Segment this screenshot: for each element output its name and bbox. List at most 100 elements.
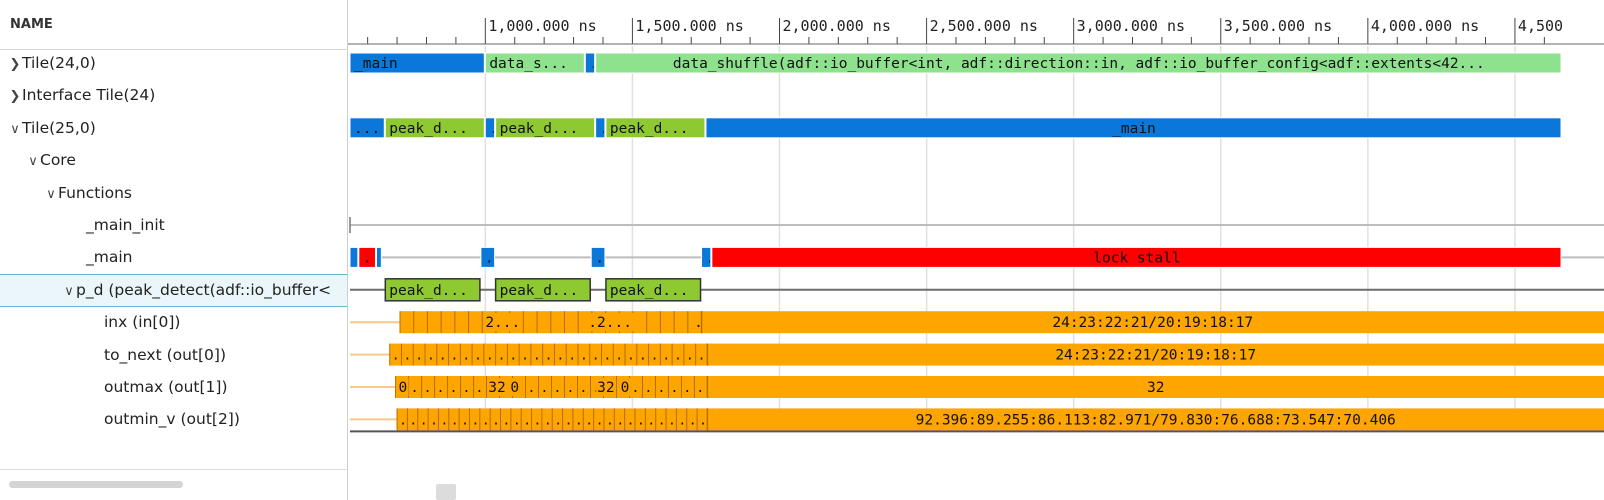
trace-block[interactable] xyxy=(595,117,606,139)
segment-dot[interactable]: . xyxy=(424,381,432,396)
segment-value[interactable]: 0 xyxy=(510,380,519,396)
segment-dot[interactable]: . xyxy=(437,381,445,396)
segment-dot[interactable]: . xyxy=(440,413,448,428)
segment-dot[interactable]: . xyxy=(596,413,604,428)
buffer-segment[interactable] xyxy=(400,311,1604,334)
segment-dot[interactable]: . xyxy=(585,413,593,428)
segment-dot[interactable]: . xyxy=(686,349,694,364)
segment-dot[interactable]: . xyxy=(647,413,655,428)
tree-row[interactable]: ∨ Core xyxy=(0,144,347,177)
name-panel-horizontal-scrollbar[interactable] xyxy=(0,469,347,500)
segment-dot[interactable]: . xyxy=(503,413,511,428)
segment-dot[interactable]: . xyxy=(471,413,479,428)
segment-dot[interactable]: . xyxy=(579,381,587,396)
segment-label-bg[interactable] xyxy=(487,378,508,396)
block-label[interactable]: peak_d... xyxy=(610,121,689,137)
segment-dot[interactable]: . xyxy=(411,381,419,396)
tree-row[interactable]: ∨ Functions xyxy=(0,177,347,210)
tree-row[interactable]: ∨ Tile(25,0) xyxy=(0,112,347,145)
segment-value[interactable]: 2... xyxy=(485,315,520,331)
segment-value[interactable]: 32 xyxy=(488,380,505,396)
segment-value[interactable]: 0 xyxy=(399,380,408,396)
segment-dot[interactable]: . xyxy=(580,349,588,364)
tree-row[interactable]: outmin_v (out[2]) xyxy=(0,403,347,436)
segment-dot[interactable]: . xyxy=(409,413,417,428)
segment-dot[interactable]: . xyxy=(662,349,670,364)
block-label[interactable]: _main xyxy=(1112,121,1156,137)
segment-dot[interactable]: . xyxy=(498,349,506,364)
block-label[interactable]: peak_d... xyxy=(389,283,468,299)
segment-value[interactable]: 0 xyxy=(621,380,630,396)
segment-dot[interactable]: . xyxy=(492,413,500,428)
block-label[interactable]: data_shuffle(adf::io_buffer<int, adf::di… xyxy=(673,56,1485,72)
segment-dot[interactable]: . xyxy=(544,413,552,428)
segment-dot[interactable]: . xyxy=(534,413,542,428)
segment-dot[interactable]: . xyxy=(567,381,575,396)
segment-dot[interactable]: . xyxy=(689,413,697,428)
segment-dot[interactable]: . xyxy=(403,349,411,364)
scrollbar-thumb[interactable] xyxy=(9,481,183,488)
block-label[interactable]: lock stall xyxy=(1093,250,1180,266)
trace-block[interactable] xyxy=(384,278,481,302)
segment-dot[interactable]: . xyxy=(528,381,536,396)
trace-block[interactable] xyxy=(605,117,706,139)
segment-dot[interactable]: . xyxy=(523,413,531,428)
buffer-segment[interactable] xyxy=(395,376,1604,398)
segment-dot[interactable]: . xyxy=(616,413,624,428)
segment-dot[interactable]: . xyxy=(451,413,459,428)
segment-dot[interactable]: . xyxy=(639,349,647,364)
tree-row[interactable]: to_next (out[0]) xyxy=(0,339,347,372)
block-label[interactable]: . xyxy=(706,250,715,266)
chevron-down-icon[interactable]: ∨ xyxy=(64,283,74,299)
segment-dot[interactable]: . xyxy=(568,349,576,364)
segment-dot[interactable]: . xyxy=(521,349,529,364)
block-label[interactable]: . xyxy=(489,121,498,137)
buffer-segment[interactable] xyxy=(389,343,1604,366)
segment-dot[interactable]: . xyxy=(657,381,665,396)
segment-dot[interactable]: . xyxy=(486,349,494,364)
segment-value[interactable]: 32 xyxy=(597,380,614,396)
block-label[interactable]: _main xyxy=(354,56,398,72)
trace-block[interactable] xyxy=(375,246,382,268)
buffer-segment[interactable] xyxy=(397,408,1604,431)
block-label[interactable]: ... xyxy=(354,121,380,137)
segment-dot[interactable]: . xyxy=(604,349,612,364)
trace-block[interactable] xyxy=(711,246,1562,268)
segment-label-bg[interactable] xyxy=(596,378,617,396)
segment-dot[interactable]: . xyxy=(509,349,517,364)
block-label[interactable]: peak_d... xyxy=(500,121,579,137)
trace-block[interactable] xyxy=(349,52,485,74)
trace-block[interactable] xyxy=(705,117,1562,139)
segment-label-bg[interactable] xyxy=(587,313,635,332)
segment-value[interactable]: . xyxy=(694,315,703,331)
timeline-view[interactable]: 1,000.000 ns 1,500.000 ns 2,000.000 ns 2,50… xyxy=(348,0,1604,500)
segment-dot[interactable]: . xyxy=(606,413,614,428)
chevron-right-icon[interactable]: ❯ xyxy=(9,89,21,105)
tree-row[interactable]: inx (in[0]) xyxy=(0,306,347,339)
tree-row[interactable]: outmax (out[1]) xyxy=(0,371,347,404)
segment-dot[interactable]: . xyxy=(627,349,635,364)
segment-dot[interactable]: . xyxy=(554,381,562,396)
tree-row[interactable]: ∨ p_d (peak_detect(adf::io_buffer< xyxy=(0,273,347,307)
block-label[interactable]: peak_d... xyxy=(500,283,579,299)
segment-dot[interactable]: . xyxy=(533,349,541,364)
segment-dot[interactable]: . xyxy=(668,413,676,428)
trace-block[interactable] xyxy=(701,246,712,268)
trace-block[interactable] xyxy=(595,52,1562,74)
segment-dot[interactable]: . xyxy=(399,413,407,428)
trace-block[interactable] xyxy=(349,117,385,139)
block-label[interactable]: . xyxy=(485,250,494,266)
trace-block[interactable] xyxy=(349,246,359,268)
segment-dot[interactable]: . xyxy=(427,349,435,364)
trace-block[interactable] xyxy=(358,246,376,268)
segment-dot[interactable]: . xyxy=(439,349,447,364)
tree-row[interactable]: _main_init xyxy=(0,209,347,242)
block-label[interactable]: peak_d... xyxy=(610,283,689,299)
segment-dot[interactable]: . xyxy=(554,413,562,428)
segment-dot[interactable]: . xyxy=(461,413,469,428)
block-label[interactable]: data_s... xyxy=(489,56,568,72)
segment-dot[interactable]: . xyxy=(430,413,438,428)
segment-label-bg[interactable] xyxy=(484,313,523,332)
segment-dot[interactable]: . xyxy=(674,349,682,364)
segment-dot[interactable]: . xyxy=(678,413,686,428)
